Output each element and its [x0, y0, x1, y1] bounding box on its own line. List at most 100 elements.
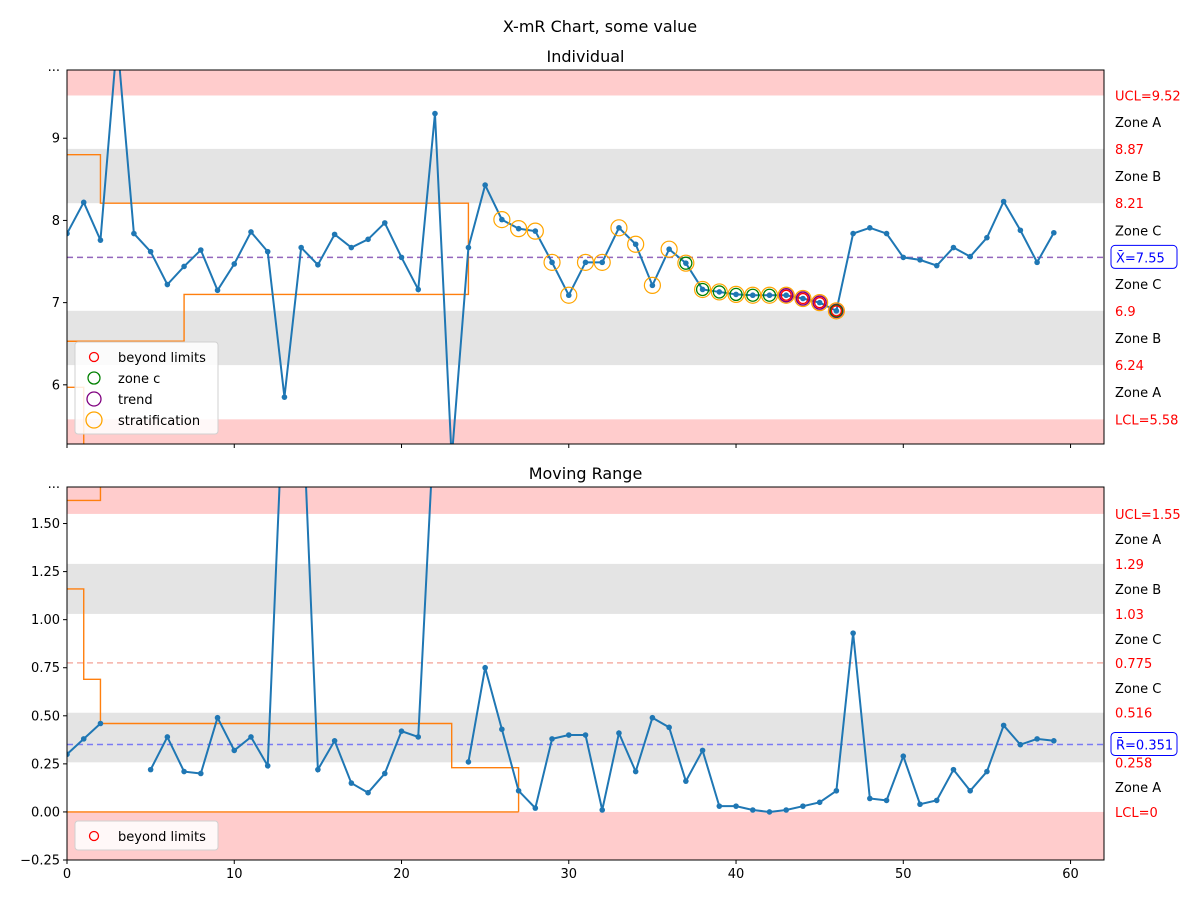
y-tick-label: −0.25 [20, 854, 60, 869]
data-point [950, 244, 957, 251]
panel-title: Moving Range [529, 464, 643, 483]
data-point [231, 747, 238, 754]
data-point [231, 261, 238, 267]
y-tick-label: 1.25 [31, 565, 60, 580]
data-point [147, 248, 154, 255]
data-point [499, 216, 505, 223]
data-point [264, 248, 271, 255]
data-point [80, 736, 87, 742]
chart-title: X-mR Chart, some value [503, 17, 697, 36]
data-point [733, 291, 739, 298]
zone-c-marker [712, 285, 726, 299]
data-point [198, 247, 204, 253]
data-point [198, 770, 204, 777]
center-label-box [1110, 244, 1178, 269]
data-point [917, 801, 923, 808]
control-limit-band [67, 811, 1104, 860]
zone-c-marker [746, 288, 760, 302]
zone-label: Zone C [1115, 633, 1161, 648]
data-point [565, 732, 572, 738]
data-point [381, 770, 388, 777]
stratification-marker [627, 235, 645, 253]
data-point [582, 732, 589, 738]
data-point [131, 230, 137, 237]
panel-title: Individual [547, 47, 625, 66]
y-tick-label: 1.50 [31, 517, 60, 532]
stratification-marker [560, 286, 578, 304]
zone-label: Zone B [1115, 170, 1161, 185]
center-label-box [1110, 731, 1178, 756]
trend-marker [778, 287, 794, 303]
data-point [666, 724, 672, 731]
x-tick-label: 10 [226, 867, 243, 882]
data-point [298, 367, 304, 373]
limit-label: 6.24 [1115, 359, 1144, 374]
data-point [783, 292, 790, 299]
legend-marker [88, 830, 100, 842]
data-point [331, 737, 338, 744]
data-point [816, 799, 823, 806]
stratification-marker [593, 253, 611, 271]
data-point [800, 295, 806, 302]
zone-band [67, 310, 1104, 366]
data-point [683, 778, 689, 784]
axes-frame [66, 69, 1105, 445]
zone-band [67, 148, 1104, 204]
data-point [833, 787, 840, 794]
data-point [1034, 736, 1040, 742]
data-point [883, 230, 890, 237]
data-point [315, 766, 321, 773]
stratification-marker [794, 289, 812, 308]
stratification-marker [576, 253, 595, 271]
zone-label: Zone C [1115, 224, 1161, 239]
data-point [565, 292, 572, 299]
data-point [482, 664, 488, 671]
stratification-marker [811, 294, 829, 312]
legend-marker [86, 391, 102, 407]
control-limit-band [67, 70, 1104, 96]
data-point [415, 286, 422, 293]
data-point [582, 259, 589, 266]
limit-label: 8.21 [1115, 197, 1144, 212]
legend-label: stratification [118, 414, 200, 429]
data-point [348, 780, 355, 786]
y-tick-label: 8 [52, 214, 60, 229]
data-point [967, 787, 973, 794]
data-point [716, 803, 723, 809]
limit-label: 6.9 [1115, 305, 1136, 320]
y-tick-label: 9 [52, 132, 60, 147]
data-point [80, 199, 87, 206]
x-tick-label: 30 [561, 867, 578, 882]
data-point [298, 244, 304, 251]
data-point [465, 759, 472, 765]
data-point [164, 734, 171, 740]
legend-label: zone c [118, 372, 160, 387]
data-point [164, 281, 171, 288]
data-point [616, 730, 622, 736]
legend-label: trend [118, 393, 153, 408]
zone-c-marker [679, 256, 693, 270]
data-point [900, 254, 907, 261]
x-tick-label: 20 [393, 867, 410, 882]
zone-c-marker [762, 288, 777, 302]
limit-label: LCL=5.58 [1115, 413, 1178, 428]
y-tick-label: 7 [52, 296, 60, 311]
data-point [1000, 198, 1007, 205]
data-point [432, 110, 438, 117]
data-point [917, 257, 923, 263]
trend-marker [812, 295, 827, 310]
stratification-marker [827, 302, 845, 320]
data-point [281, 394, 288, 400]
data-point [365, 236, 371, 243]
data-point [1034, 259, 1040, 266]
stratification-marker [777, 286, 795, 304]
stratification-marker [643, 276, 662, 294]
beyond-limits-marker [780, 289, 792, 301]
data-point [348, 244, 355, 251]
data-point [181, 263, 187, 270]
data-point [499, 726, 505, 733]
center-label: R̄=0.351 [1116, 738, 1173, 753]
data-point [632, 768, 639, 775]
legend-marker [88, 351, 100, 363]
data-point [482, 182, 488, 188]
